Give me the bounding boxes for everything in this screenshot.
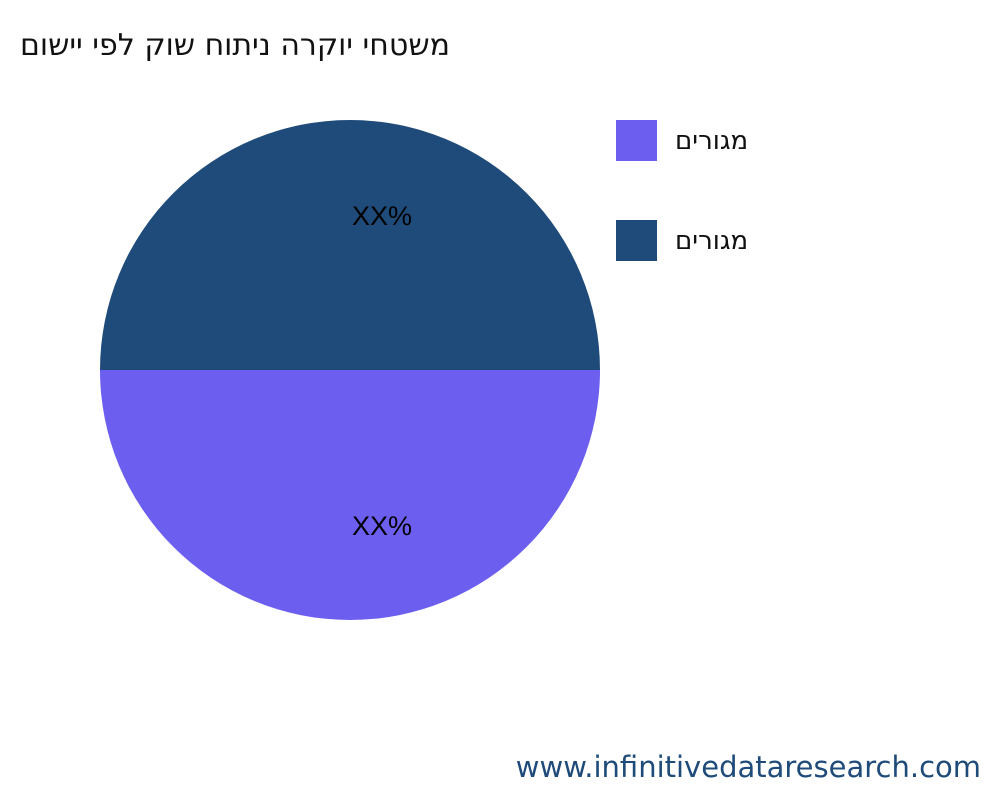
legend-swatch [616, 220, 657, 261]
legend-item: םירוגמ [616, 120, 748, 161]
legend-item: םירוגמ [616, 220, 748, 261]
legend-label: םירוגמ [675, 125, 749, 156]
pie-slice [100, 120, 600, 370]
pie-slice [100, 370, 600, 620]
chart-title: םושיי יפל קוש חותינ הרקוי יחטשמ [20, 28, 450, 63]
slice-label: XX% [352, 511, 412, 541]
slice-label: XX% [352, 201, 412, 231]
website-link[interactable]: www.infinitivedataresearch.com [515, 750, 981, 784]
legend-label: םירוגמ [675, 225, 749, 256]
legend-swatch [616, 120, 657, 161]
